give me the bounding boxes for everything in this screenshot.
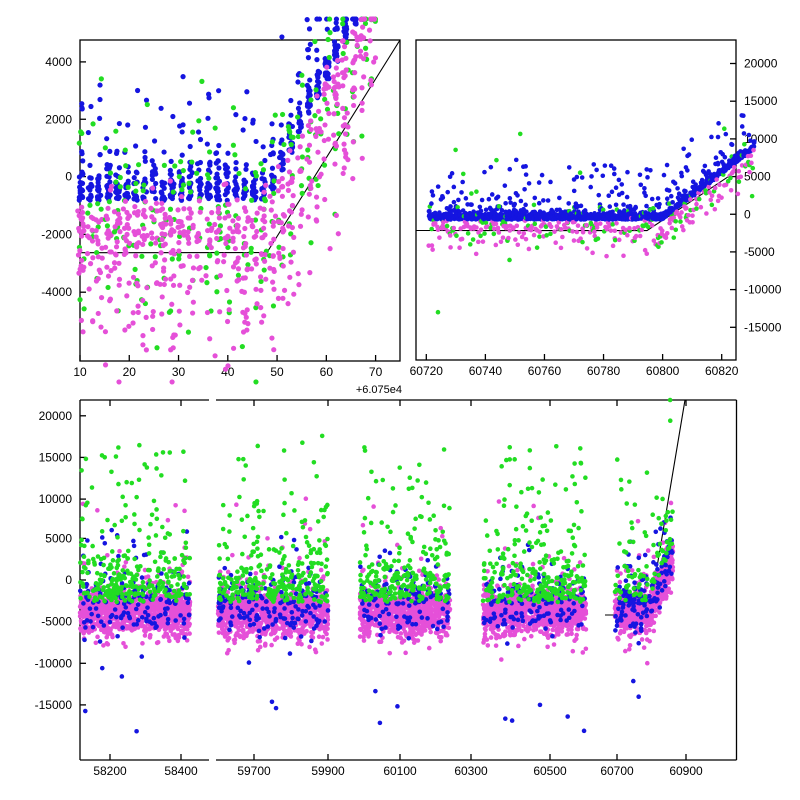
svg-text:-15000: -15000 [744,320,782,334]
svg-text:-10000: -10000 [744,283,782,297]
svg-text:0: 0 [65,170,72,184]
svg-text:4000: 4000 [45,55,72,69]
svg-text:5000: 5000 [45,531,72,545]
svg-text:60800: 60800 [646,364,680,378]
svg-text:58400: 58400 [164,764,198,778]
svg-text:60500: 60500 [533,764,567,778]
svg-text:60760: 60760 [528,364,562,378]
svg-text:60700: 60700 [600,764,634,778]
svg-text:10: 10 [73,365,87,379]
svg-text:60740: 60740 [469,364,503,378]
svg-text:+6.075e4: +6.075e4 [356,384,402,396]
svg-text:58200: 58200 [93,764,127,778]
svg-text:30: 30 [172,365,186,379]
svg-text:20000: 20000 [39,409,73,423]
svg-text:59700: 59700 [237,764,271,778]
svg-text:-4000: -4000 [41,285,72,299]
svg-text:0: 0 [65,573,72,587]
svg-text:60720: 60720 [410,364,444,378]
svg-text:60300: 60300 [454,764,488,778]
svg-text:60780: 60780 [587,364,621,378]
svg-text:60: 60 [320,365,334,379]
svg-text:70: 70 [369,365,383,379]
svg-text:-5000: -5000 [41,615,72,629]
svg-text:-5000: -5000 [744,245,775,259]
svg-text:-15000: -15000 [35,698,73,712]
svg-text:-10000: -10000 [35,656,73,670]
svg-text:-2000: -2000 [41,227,72,241]
svg-text:15000: 15000 [39,450,73,464]
svg-text:20000: 20000 [744,57,778,71]
svg-text:60900: 60900 [669,764,703,778]
svg-text:20: 20 [123,365,137,379]
svg-text:2000: 2000 [45,112,72,126]
svg-text:15000: 15000 [744,94,778,108]
svg-text:0: 0 [744,207,751,221]
svg-text:10000: 10000 [39,492,73,506]
svg-text:59900: 59900 [311,764,345,778]
svg-text:60100: 60100 [383,764,417,778]
svg-text:60820: 60820 [705,364,739,378]
svg-text:50: 50 [270,365,284,379]
